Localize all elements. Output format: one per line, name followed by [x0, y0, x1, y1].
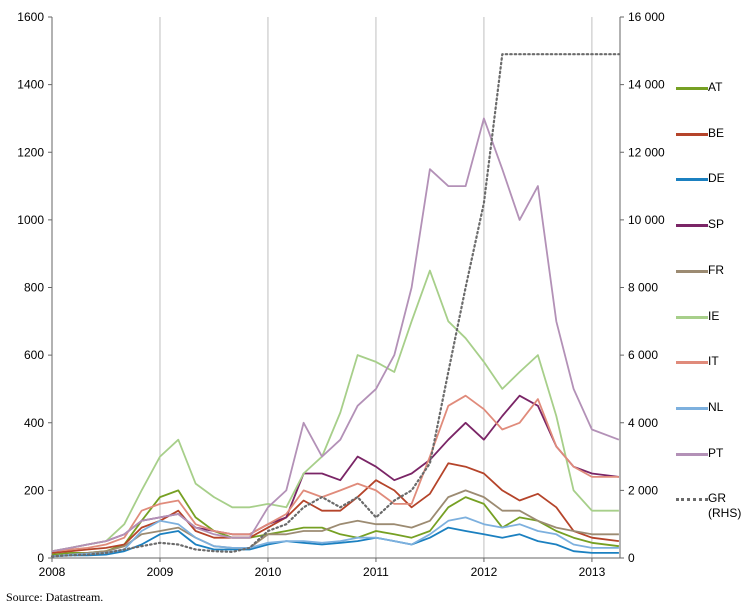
series-line — [51, 269, 619, 553]
legend-swatch — [676, 87, 708, 90]
legend-swatch — [676, 269, 708, 273]
legend-swatch — [676, 224, 708, 228]
legend-swatch — [676, 132, 708, 136]
legend-entry: BE — [676, 126, 742, 141]
y2-tick-label: 8 000 — [628, 281, 658, 295]
legend-label: DE — [708, 171, 725, 186]
x-tick-label: 2009 — [147, 565, 174, 579]
series-line — [51, 394, 619, 553]
legend-entry: NL — [676, 400, 742, 415]
y-tick-label: 0 — [37, 551, 44, 565]
legend-label: AT — [708, 80, 723, 94]
legend-label: FR — [708, 262, 724, 277]
legend-swatch — [676, 178, 708, 182]
y-tick-label: 1200 — [17, 145, 44, 159]
legend-label: SP — [708, 217, 725, 232]
legend-entry: SP — [676, 217, 742, 232]
x-tick-label: 2013 — [579, 565, 606, 579]
legend-swatch — [676, 498, 708, 502]
series-line — [51, 516, 619, 558]
y2-tick-label: 14 000 — [628, 78, 665, 92]
legend-swatch — [676, 315, 708, 319]
x-tick-label: 2008 — [39, 565, 66, 579]
y2-tick-label: 2 000 — [628, 483, 658, 497]
y2-tick-label: 0 — [628, 551, 635, 565]
y-tick-label: 1600 — [17, 10, 44, 24]
series-line — [51, 526, 619, 558]
legend-label: GR (RHS) — [708, 491, 742, 521]
y2-tick-label: 6 000 — [628, 348, 658, 362]
x-tick-label: 2011 — [363, 565, 389, 579]
y2-tick-label: 4 000 — [628, 416, 658, 430]
legend-swatch — [676, 361, 708, 365]
legend-entry: GR (RHS) — [676, 491, 742, 521]
series-line — [51, 489, 619, 558]
y2-tick-label: 12 000 — [628, 145, 665, 159]
legend-entry: AT — [676, 80, 742, 95]
series-line — [51, 462, 620, 554]
y2-tick-label: 16 000 — [628, 10, 665, 24]
legend-entry: DE — [676, 171, 742, 186]
legend-label: BE — [708, 125, 725, 140]
legend-label: IE — [708, 308, 720, 323]
legend-label: NL — [708, 399, 724, 414]
y-tick-label: 1400 — [17, 78, 44, 92]
legend-entry: IT — [676, 354, 742, 369]
series-line — [51, 489, 620, 556]
x-tick-label: 2010 — [255, 565, 282, 579]
legend-label: IT — [708, 354, 719, 369]
y-tick-label: 800 — [24, 281, 44, 295]
series-line — [50, 53, 620, 558]
y2-tick-label: 10 000 — [628, 213, 665, 227]
legend-entry: PT — [676, 446, 742, 461]
legend-entry: FR — [676, 263, 742, 278]
source-note: Source: Datastream. — [6, 590, 104, 604]
legend-label: PT — [708, 445, 724, 460]
y-tick-label: 600 — [24, 348, 44, 362]
y-tick-label: 1000 — [17, 213, 44, 227]
y-tick-label: 200 — [24, 483, 44, 497]
legend-swatch — [676, 406, 708, 410]
series-line — [51, 117, 620, 553]
legend-entry: IE — [676, 309, 742, 324]
y-tick-label: 400 — [24, 416, 44, 430]
legend-swatch — [676, 452, 708, 456]
x-tick-label: 2012 — [471, 565, 498, 579]
